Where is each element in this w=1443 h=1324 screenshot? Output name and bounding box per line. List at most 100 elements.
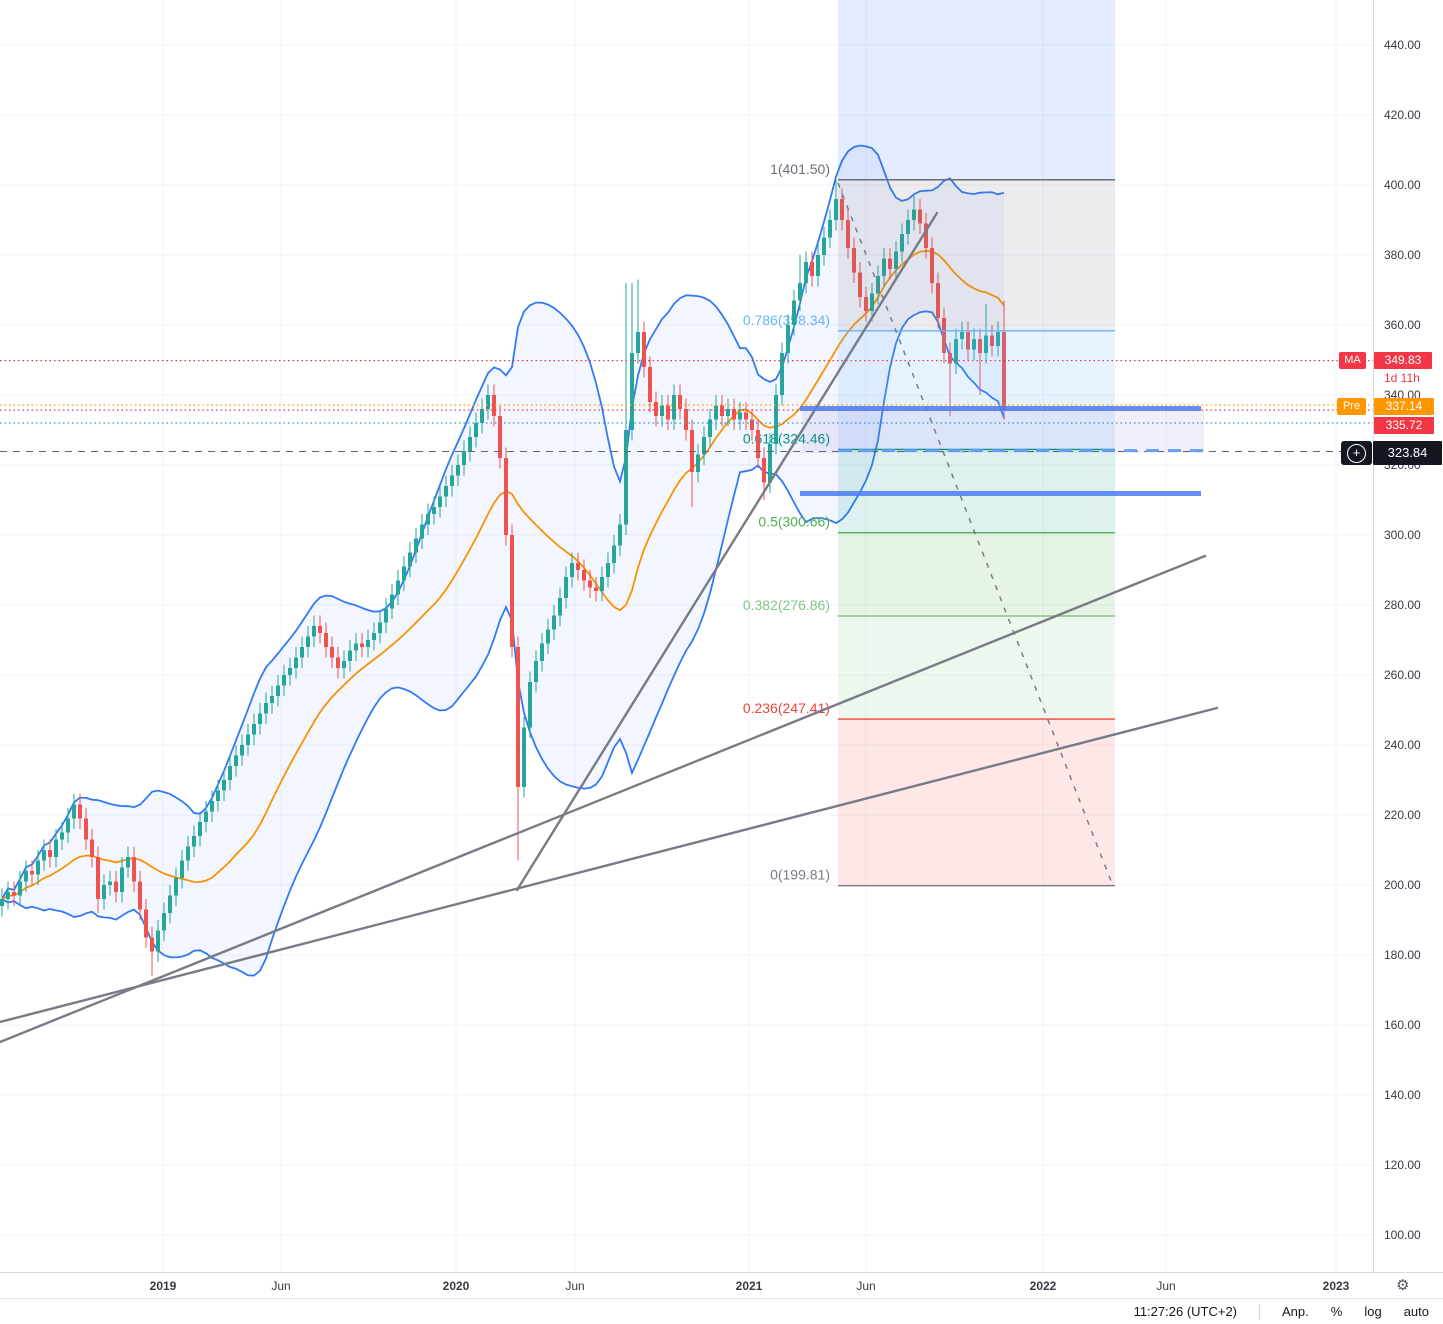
adjust-button[interactable]: Anp.: [1282, 1304, 1309, 1319]
candle-body: [564, 577, 568, 598]
fib-zone: [838, 615, 1115, 720]
candle-body: [252, 724, 256, 735]
candle-body: [384, 608, 388, 623]
candle-body: [504, 458, 508, 535]
trend-line[interactable]: [0, 554, 1207, 1044]
fib-level-label: 0.236(247.41): [743, 700, 830, 716]
candle-body: [660, 405, 664, 416]
percent-scale-button[interactable]: %: [1330, 1304, 1343, 1319]
candle-body: [156, 930, 160, 952]
fib-zone: [838, 532, 1115, 616]
time-axis[interactable]: 2019 Jun 2020 Jun 2021 Jun 2022 Jun 2023: [0, 1272, 1443, 1299]
bollinger-fill: [2, 145, 1004, 976]
price-axis-label: 120.00: [1384, 1158, 1421, 1172]
candle-body: [192, 836, 196, 847]
candle-body: [954, 339, 958, 364]
candle-body: [492, 395, 496, 416]
candle-body: [12, 892, 16, 896]
candle-body: [18, 881, 22, 896]
candle-body: [264, 703, 268, 714]
trend-line[interactable]: [0, 706, 1219, 1024]
candle-body: [66, 818, 70, 833]
candle-body: [846, 220, 850, 248]
candle-body: [276, 685, 280, 696]
candle-body: [282, 675, 286, 686]
auto-scale-button[interactable]: auto: [1403, 1304, 1429, 1319]
candle-body: [312, 626, 316, 637]
candle-body: [54, 839, 58, 857]
fib-level-label: 1(401.50): [770, 161, 830, 177]
time-axis-label: Jun: [565, 1279, 585, 1293]
candle-body: [414, 538, 418, 553]
candle-body: [102, 885, 106, 899]
candle-body: [318, 626, 322, 633]
candle-body: [678, 395, 682, 409]
trend-line[interactable]: [515, 211, 939, 892]
candle-body: [930, 248, 934, 283]
candle-body: [726, 409, 730, 416]
candle-body: [210, 801, 214, 812]
price-axis-label: 420.00: [1384, 108, 1421, 122]
candle-body: [522, 727, 526, 787]
candle-body: [546, 629, 550, 644]
candle-body: [558, 598, 562, 616]
candle-body: [294, 657, 298, 668]
candle-body: [588, 580, 592, 588]
candle-body: [834, 199, 838, 220]
time-axis-label: 2020: [442, 1279, 470, 1293]
candle-body: [666, 405, 670, 420]
candle-body: [90, 839, 94, 857]
candle-body: [576, 563, 580, 570]
candle-body: [756, 430, 760, 458]
candle-body: [396, 580, 400, 595]
candle-body: [996, 332, 1000, 346]
candle-body: [378, 622, 382, 633]
candle-body: [570, 563, 574, 577]
candle-body: [258, 713, 262, 724]
price-axis-label: 440.00: [1384, 38, 1421, 52]
candle-body: [366, 640, 370, 647]
candle-body: [888, 258, 892, 269]
price-axis-label: 160.00: [1384, 1018, 1421, 1032]
time-axis-label: 2019: [149, 1279, 177, 1293]
candle-body: [852, 248, 856, 273]
clock-label: 11:27:26 (UTC+2): [1133, 1304, 1238, 1319]
candle-body: [330, 647, 334, 658]
candle-body: [774, 395, 778, 444]
candle-body: [486, 395, 490, 409]
candle-body: [324, 633, 328, 647]
candle-body: [822, 237, 826, 255]
candle-body: [984, 335, 988, 353]
candle-body: [78, 804, 82, 819]
candle-body: [84, 818, 88, 840]
candle-body: [450, 475, 454, 486]
candle-body: [552, 615, 556, 630]
candle-body: [144, 909, 148, 938]
candle-body: [198, 822, 202, 836]
candle-body: [498, 416, 502, 458]
chart-canvas[interactable]: 1(401.50) 0.786(358.34) 0.618(324.46) 0.5(3…: [0, 0, 1373, 1272]
candle-body: [594, 587, 598, 591]
candle-body: [750, 419, 754, 430]
price-axis-label: 220.00: [1384, 808, 1421, 822]
fib-level-label: 0.618(324.46): [743, 430, 830, 446]
candle-body: [36, 860, 40, 875]
candle-body: [894, 251, 898, 269]
fib-level-label: 0.382(276.86): [743, 597, 830, 613]
candle-body: [510, 535, 514, 647]
settings-gear-icon[interactable]: ⚙: [1396, 1277, 1410, 1294]
price-axis[interactable]: 440.00 420.00 400.00 380.00 360.00 340.00 320.…: [1373, 0, 1443, 1272]
candle-body: [0, 899, 4, 906]
candle-body: [636, 332, 640, 353]
candle-body: [618, 524, 622, 546]
log-scale-button[interactable]: log: [1364, 1304, 1382, 1319]
candle-body: [654, 402, 658, 416]
toolbar-divider: [1259, 1303, 1261, 1320]
candle-body: [222, 780, 226, 791]
add-alert-plus-button[interactable]: +: [1341, 441, 1372, 465]
candle-body: [684, 409, 688, 430]
time-axis-label: Jun: [271, 1279, 291, 1293]
time-axis-label: Jun: [856, 1279, 876, 1293]
candle-body: [240, 745, 244, 756]
